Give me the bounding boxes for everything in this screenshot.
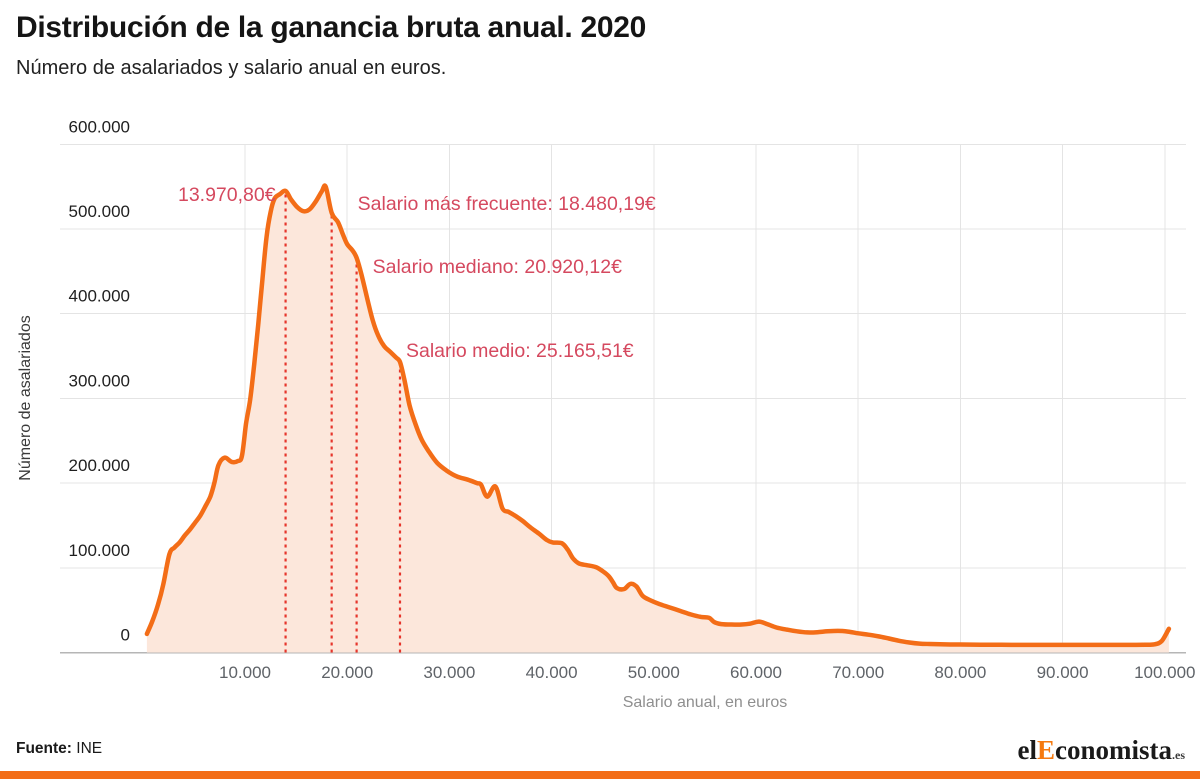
x-tick-label: 70.000 [832, 663, 884, 682]
y-tick-label: 500.000 [69, 202, 130, 221]
x-tick-label: 40.000 [526, 663, 578, 682]
marker-annotation-label: Salario más frecuente: 18.480,19€ [358, 193, 656, 215]
area-series [146, 185, 1169, 653]
x-tick-label: 60.000 [730, 663, 782, 682]
bottom-accent-bar [0, 771, 1200, 779]
source-note: Fuente: INE [16, 740, 102, 758]
x-tick-label: 30.000 [423, 663, 475, 682]
y-tick-label: 0 [121, 626, 130, 645]
logo-suffix: .es [1172, 748, 1185, 762]
logo-accent-letter: E [1036, 735, 1055, 765]
distribution-line [144, 183, 1172, 648]
source-label: Fuente: [16, 740, 72, 757]
chart-title: Distribución de la ganancia bruta anual.… [16, 11, 647, 44]
y-tick-label: 600.000 [69, 117, 130, 136]
x-axis-title: Salario anual, en euros [623, 694, 788, 711]
y-axis-title: Número de asalariados [17, 315, 34, 480]
publisher-logo: elEconomista.es [1017, 735, 1185, 766]
source-value: INE [76, 740, 103, 757]
y-tick-label: 200.000 [69, 456, 130, 475]
x-tick-label: 100.000 [1134, 663, 1195, 682]
x-tick-label: 50.000 [628, 663, 680, 682]
marker-annotation-label: 13.970,80€ [178, 184, 276, 206]
y-tick-label: 300.000 [69, 371, 130, 390]
logo-rest: conomista [1055, 735, 1172, 765]
x-tick-label: 80.000 [934, 663, 986, 682]
distribution-area [146, 185, 1169, 653]
y-tick-label: 100.000 [69, 541, 130, 560]
annotations: 13.970,80€ Salario más frecuente: 18.480,… [178, 184, 656, 362]
marker-lines [284, 190, 402, 653]
tick-labels: 0 100.000 200.000 300.000 400.000 500.000 600.… [69, 117, 1196, 682]
marker-annotation-label: Salario medio: 25.165,51€ [406, 340, 634, 362]
marker-annotation-label: Salario mediano: 20.920,12€ [373, 256, 623, 278]
x-tick-label: 20.000 [321, 663, 373, 682]
line-series [144, 183, 1172, 648]
x-tick-label: 10.000 [219, 663, 271, 682]
y-tick-label: 400.000 [69, 287, 130, 306]
x-tick-label: 90.000 [1037, 663, 1089, 682]
chart-subtitle: Número de asalariados y salario anual en… [16, 57, 447, 79]
logo-prefix: el [1017, 735, 1037, 765]
